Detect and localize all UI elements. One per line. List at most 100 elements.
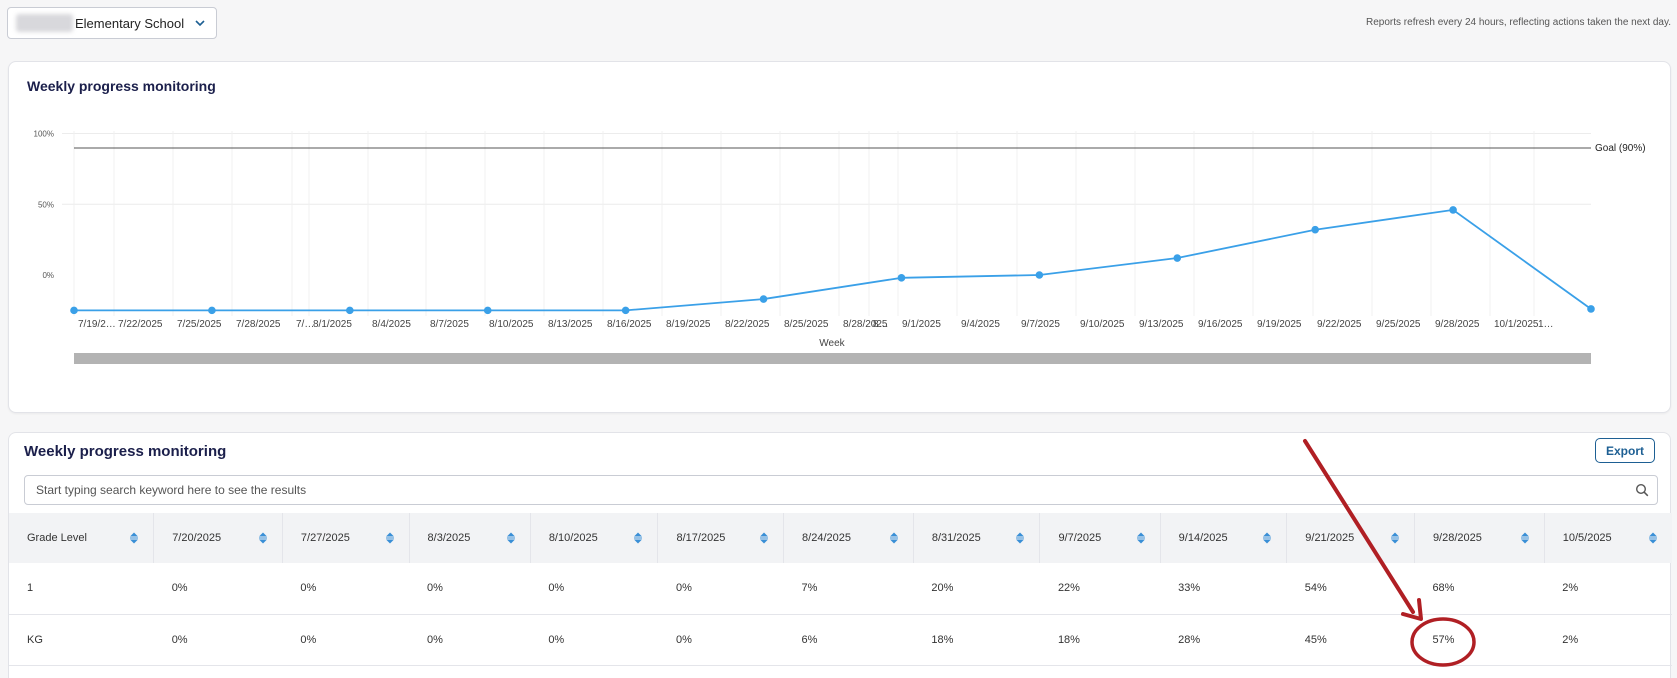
column-header[interactable]: 7/27/2025	[282, 513, 410, 563]
column-header[interactable]: 9/14/2025	[1160, 513, 1288, 563]
data-point	[1311, 225, 1319, 234]
x-tick-label: 7/19/2…	[78, 319, 116, 330]
data-point	[1035, 271, 1044, 279]
percent-cell: 7%	[783, 563, 914, 615]
x-tick-label: 9/22/2025	[1317, 319, 1362, 330]
search-icon[interactable]	[1635, 483, 1649, 497]
x-tick-label: 8/19/2025	[666, 319, 711, 330]
column-header[interactable]: 9/21/2025	[1286, 513, 1415, 563]
column-header-label: 9/21/2025	[1305, 532, 1355, 544]
column-header-label: 8/10/2025	[548, 532, 598, 544]
data-point	[759, 295, 768, 303]
x-tick-label: 8/1/2025	[313, 319, 352, 330]
column-header-label: 8/31/2025	[931, 532, 981, 544]
y-tick-label: 0%	[42, 271, 54, 280]
y-tick-label: 50%	[38, 200, 54, 209]
refresh-note: Reports refresh every 24 hours, reflecti…	[1366, 17, 1671, 28]
percent-cell: 57%	[1414, 614, 1545, 666]
percent-cell: 6%	[783, 614, 914, 666]
percent-cell: 0%	[409, 563, 531, 615]
x-tick-label: 8/7/2025	[430, 319, 469, 330]
chart-card: Weekly progress monitoring 100% 50% 0% Goa…	[8, 61, 1671, 413]
x-tick-label: 9/16/2025	[1198, 319, 1243, 330]
search-input[interactable]	[25, 476, 1576, 504]
x-tick-label: 8/10/2025	[489, 319, 534, 330]
x-tick-label: 8/28/2025	[843, 319, 888, 330]
chart-scrollbar[interactable]	[74, 353, 1591, 364]
percent-cell: 0%	[657, 563, 784, 615]
percent-cell: 20%	[913, 563, 1040, 615]
column-header[interactable]: 10/5/2025	[1544, 513, 1672, 563]
y-tick-label: 100%	[34, 130, 54, 139]
series-line	[74, 208, 1592, 312]
sort-icon[interactable]	[1262, 531, 1272, 545]
column-header[interactable]: Grade Level	[9, 513, 155, 563]
sort-icon[interactable]	[1390, 531, 1400, 545]
x-tick-label: 7/22/2025	[118, 319, 163, 330]
percent-cell: 28%	[1160, 614, 1287, 666]
data-point	[483, 306, 492, 315]
data-point	[1449, 206, 1457, 214]
column-header-label: 10/5/2025	[1562, 532, 1612, 544]
redacted-school-prefix	[16, 14, 73, 32]
sort-icon[interactable]	[1648, 531, 1658, 545]
sort-icon[interactable]	[1015, 531, 1025, 545]
school-selector[interactable]: Elementary School	[7, 7, 217, 39]
export-button[interactable]: Export	[1595, 438, 1655, 463]
percent-cell: 0%	[657, 614, 784, 666]
column-header-label: 9/28/2025	[1432, 532, 1482, 544]
sort-icon[interactable]	[1520, 531, 1530, 545]
x-tick-label: 9/19/2025	[1257, 319, 1302, 330]
sort-icon[interactable]	[258, 531, 268, 545]
grade-level-cell: KG	[9, 614, 154, 666]
sort-icon[interactable]	[385, 531, 395, 545]
table-row: 1 0% 0% 0% 0% 0% 7% 20% 22% 33% 54% 68% 2%	[9, 563, 1672, 615]
percent-cell: 0%	[282, 563, 410, 615]
percent-cell: 0%	[409, 614, 531, 666]
column-header[interactable]: 8/17/2025	[657, 513, 785, 563]
column-header[interactable]: 8/10/2025	[530, 513, 659, 563]
data-point	[208, 306, 216, 315]
column-header-label: 7/20/2025	[172, 532, 222, 544]
column-header[interactable]: 9/7/2025	[1039, 513, 1161, 563]
percent-cell: 54%	[1286, 563, 1415, 615]
data-point	[897, 274, 906, 282]
percent-cell: 33%	[1160, 563, 1287, 615]
x-tick-label: 8/16/2025	[607, 319, 652, 330]
column-header[interactable]: 8/3/2025	[409, 513, 531, 563]
sort-icon[interactable]	[633, 531, 643, 545]
sort-icon[interactable]	[506, 531, 516, 545]
x-tick-label: 9/25/2025	[1376, 319, 1421, 330]
x-tick-label: 9/1/2025	[902, 319, 941, 330]
grade-level-cell: 1	[9, 563, 154, 615]
percent-cell: 2%	[1544, 614, 1672, 666]
x-tick-label: 7/28/2025	[236, 319, 281, 330]
sort-icon[interactable]	[129, 531, 139, 545]
column-header[interactable]: 9/28/2025	[1414, 513, 1545, 563]
data-point	[346, 306, 354, 315]
x-axis-label: Week	[819, 338, 845, 349]
table-title: Weekly progress monitoring	[24, 443, 227, 460]
column-header-label: 7/27/2025	[300, 532, 350, 544]
column-header[interactable]: 8/24/2025	[783, 513, 914, 563]
column-header[interactable]: 7/20/2025	[153, 513, 283, 563]
percent-cell: 0%	[282, 614, 410, 666]
x-tick-label: 7/…	[296, 319, 314, 330]
column-header-label: 8/3/2025	[427, 532, 471, 544]
data-point	[621, 306, 630, 315]
x-tick-label: 9/10/2025	[1080, 319, 1125, 330]
sort-icon[interactable]	[889, 531, 899, 545]
sort-icon[interactable]	[759, 531, 769, 545]
column-header-label: 8/24/2025	[802, 532, 851, 544]
school-name: Elementary School	[75, 15, 185, 31]
percent-cell: 0%	[530, 614, 658, 666]
column-header-label: 9/7/2025	[1058, 532, 1102, 544]
x-tick-label: 10/1/2025	[1494, 319, 1539, 330]
x-tick-label: 9/28/2025	[1435, 319, 1480, 330]
table-card: Weekly progress monitoring Export Grade …	[8, 432, 1672, 678]
column-header-label: 8/17/2025	[676, 532, 726, 544]
sort-icon[interactable]	[1136, 531, 1146, 545]
column-header[interactable]: 8/31/2025	[913, 513, 1041, 563]
percent-cell: 0%	[530, 563, 658, 615]
percent-cell: 0%	[153, 563, 283, 615]
